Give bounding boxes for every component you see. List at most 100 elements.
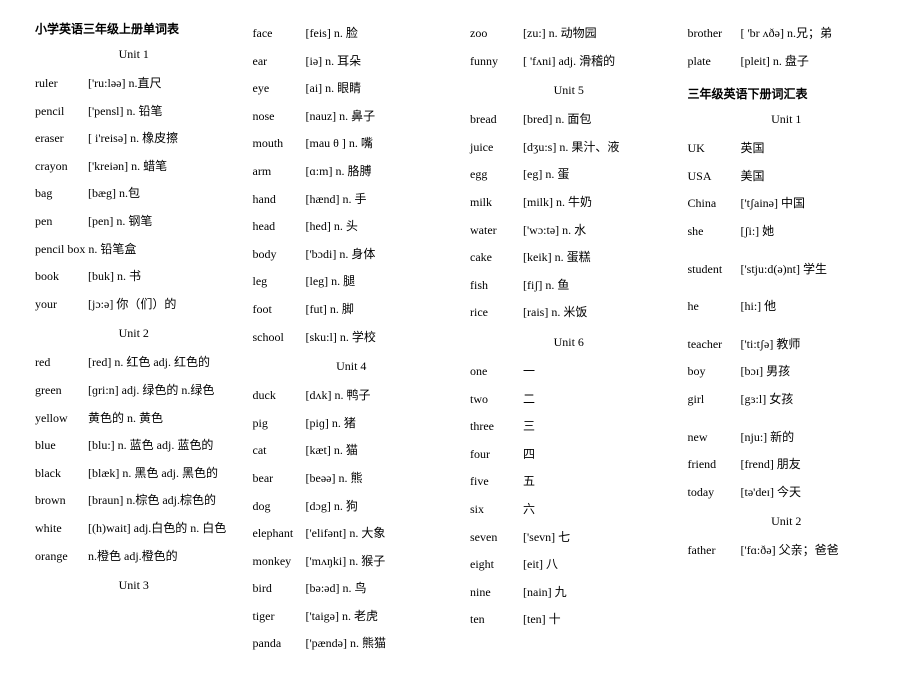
word: four — [470, 441, 520, 469]
unit-heading: Unit 2 — [35, 326, 233, 341]
phonetic: [buk] — [85, 269, 114, 283]
word: arm — [253, 158, 303, 186]
word: your — [35, 291, 85, 319]
section-title: 小学英语三年级上册单词表 — [35, 20, 233, 37]
word: ear — [253, 48, 303, 76]
phonetic: [bred] — [520, 112, 552, 126]
vocab-row: blue [blu:] n. 蓝色 adj. 蓝色的 — [35, 432, 233, 460]
meaning: n. 熊猫 — [347, 636, 386, 650]
meaning: n. 耳朵 — [322, 54, 361, 68]
meaning: adj. 红色的 — [150, 355, 210, 369]
phonetic: [pen] — [85, 214, 113, 228]
word: eight — [470, 551, 520, 579]
vocab-row: China ['tʃainə] 中国 — [688, 190, 886, 218]
vocab-row: book [buk] n. 书 — [35, 263, 233, 291]
phonetic: [blæk] n. 黑色 adj. 黑色的 — [85, 466, 218, 480]
word: rice — [470, 299, 520, 327]
vocab-row: yellow 黄色的 n. 黄色 — [35, 405, 233, 433]
phonetic: [sku:l] — [303, 330, 337, 344]
word: he — [688, 293, 738, 321]
vocab-row: red [red] n. 红色 adj. 红色的 — [35, 349, 233, 377]
vocab-row: cake [keik] n. 蛋糕 — [470, 244, 668, 272]
word: USA — [688, 163, 738, 191]
vocab-row: bird [bə:əd] n. 鸟 — [253, 575, 451, 603]
meaning: n. 猴子 — [346, 554, 385, 568]
meaning: n. 猫 — [331, 443, 358, 457]
word: brown — [35, 487, 85, 515]
phonetic: [ʃi:] 她 — [738, 224, 775, 238]
vocab-row: eraser [ i'reisə] n. 橡皮擦 — [35, 125, 233, 153]
unit-heading: Unit 1 — [688, 112, 886, 127]
vocab-row: arm [ɑ:m] n. 胳膊 — [253, 158, 451, 186]
phonetic: [hi:] — [738, 299, 762, 313]
vocabulary-page: 小学英语三年级上册单词表Unit 1ruler ['ru:ləə] n.直尺pe… — [25, 20, 895, 658]
vocab-row: hand [hænd] n. 手 — [253, 186, 451, 214]
vocab-row: nine [nain] 九 — [470, 579, 668, 607]
word: five — [470, 468, 520, 496]
meaning: n. 米饭 — [548, 305, 587, 319]
vocab-row: body ['bɔdi] n. 身体 — [253, 241, 451, 269]
word: face — [253, 20, 303, 48]
meaning: adj. 蓝色的 — [154, 438, 214, 452]
spacer — [688, 283, 886, 293]
word: white — [35, 515, 85, 543]
vocab-row: ear [iə] n. 耳朵 — [253, 48, 451, 76]
phonetic: ['pensl] — [85, 104, 123, 118]
word: cake — [470, 244, 520, 272]
vocab-row: six 六 — [470, 496, 668, 524]
vocab-row: eye [ai] n. 眼睛 — [253, 75, 451, 103]
meaning: n. 蛋糕 — [552, 250, 591, 264]
word: ruler — [35, 70, 85, 98]
phonetic: [ɑ:m] — [303, 164, 333, 178]
phonetic: 六 — [520, 502, 535, 516]
meaning: 七 — [555, 530, 570, 544]
phonetic: [jɔ:ə] — [85, 297, 113, 311]
phonetic: [zu:] n. 动物园 — [520, 26, 597, 40]
phonetic: [frend] 朋友 — [738, 457, 801, 471]
phonetic: ['ru:ləə] — [85, 76, 125, 90]
vocab-row: four 四 — [470, 441, 668, 469]
unit-heading: Unit 1 — [35, 47, 233, 62]
column-2: face [feis] n. 脸ear [iə] n. 耳朵eye [ai] n… — [243, 20, 461, 658]
phonetic: 四 — [520, 447, 535, 461]
phonetic: [hænd] — [303, 192, 340, 206]
meaning: n. 脚 — [327, 302, 354, 316]
word: panda — [253, 630, 303, 658]
meaning: n. 鱼 — [542, 278, 569, 292]
word: crayon — [35, 153, 85, 181]
vocab-row: mouth [mau θ ] n. 嘴 — [253, 130, 451, 158]
meaning: n. 胳膊 — [332, 164, 371, 178]
phonetic: [iə] — [303, 54, 323, 68]
phonetic: [red] n. 红色 — [85, 355, 150, 369]
phonetic: [kæt] — [303, 443, 331, 457]
word: two — [470, 386, 520, 414]
meaning: n. 钢笔 — [113, 214, 152, 228]
vocab-row: school [sku:l] n. 学校 — [253, 324, 451, 352]
vocab-row: juice [dʒu:s] n. 果汁、液 — [470, 134, 668, 162]
word: nose — [253, 103, 303, 131]
vocab-row: five 五 — [470, 468, 668, 496]
word: plate — [688, 48, 738, 76]
phonetic: ['bɔdi] — [303, 247, 337, 261]
meaning: n. 橡皮擦 — [127, 131, 178, 145]
section-title: 三年级英语下册词汇表 — [688, 85, 886, 102]
unit-heading: Unit 4 — [253, 359, 451, 374]
vocab-row: zoo [zu:] n. 动物园 — [470, 20, 668, 48]
vocab-row: two 二 — [470, 386, 668, 414]
meaning: n. 鸭子 — [332, 388, 371, 402]
phonetic: [bə:əd] — [303, 581, 340, 595]
phonetic: [rais] — [520, 305, 548, 319]
word: eye — [253, 75, 303, 103]
vocab-row: dog [dɔg] n. 狗 — [253, 493, 451, 521]
meaning: n. 手 — [340, 192, 367, 206]
phonetic: 五 — [520, 474, 535, 488]
vocab-row: father ['fɑ:ðə] 父亲；爸爸 — [688, 537, 886, 565]
phonetic: [dʌk] — [303, 388, 332, 402]
unit-heading: Unit 2 — [688, 514, 886, 529]
meaning: 八 — [543, 557, 558, 571]
vocab-row: bag [bæg] n.包 — [35, 180, 233, 208]
vocab-row: pen [pen] n. 钢笔 — [35, 208, 233, 236]
phonetic: [milk] — [520, 195, 553, 209]
phonetic: [ 'fʌni] adj. 滑稽的 — [520, 54, 615, 68]
phonetic: [piɡ] — [303, 416, 329, 430]
